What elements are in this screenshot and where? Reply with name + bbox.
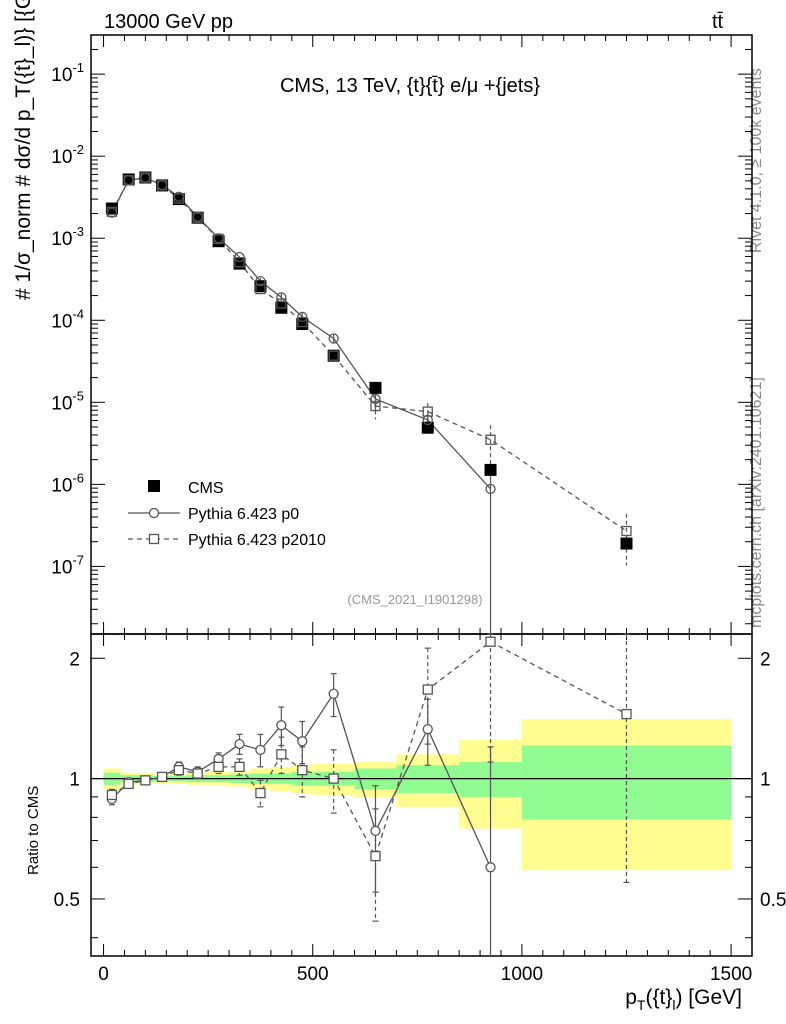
energy-label: 13000 GeV pp [104,11,233,33]
p2010-main-point [106,206,118,217]
p0-main-line [111,177,492,490]
ratio-series [106,633,632,956]
p0-ratio-point [234,738,245,750]
p2010-main-point [255,283,266,295]
rivet-version-label: Rivet 4.1.0, ≥ 100k events [748,68,765,253]
p2010-main-point [123,175,134,186]
y-tick-label: 10-6 [51,470,84,496]
analysis-tag: (CMS_2021_I1901298) [347,592,482,607]
p0-main-point [422,414,433,426]
y-tick-label: 10-5 [51,388,84,414]
p2010-ratio-point [123,778,134,790]
legend-cms-marker [148,480,160,492]
cms-data-point [369,381,382,394]
p0-main-point [328,333,339,344]
p2010-main-point [297,316,308,328]
p2010-ratio-point [297,764,308,776]
p0-main-point [255,275,266,287]
ratio-y-tick-label: 0.5 [54,890,80,911]
y-tick-label: 10-1 [51,60,84,86]
p2010-ratio-point [485,636,496,647]
p2010-ratio-point [173,764,185,776]
cms-data-point [172,193,185,206]
cms-data-point [421,421,434,434]
y-axis-ticks: 10-7 10-6 10-5 10-4 10-3 10-2 10-1 [51,48,752,625]
p2010-ratio-point [234,761,245,773]
p0-main-point [234,251,245,263]
x-axis-ticks: 0 500 1000 1500 [98,35,752,985]
chart-title: CMS, 13 TeV, {t}{t̄} e/μ +{jets} [280,75,540,97]
p2010-main-point [156,180,168,191]
x-tick-label: 0 [98,964,109,985]
p2010-ratio-point [106,789,118,801]
p2010-main-point [192,212,203,223]
p2010-ratio-point [156,771,168,783]
p2010-main-point [370,400,381,412]
p0-ratio-point [422,723,433,735]
y-tick-label: 10-3 [51,224,84,250]
legend-cms-label: CMS [188,480,224,497]
process-label: tt̄ [712,11,724,33]
p0-ratio-point [370,825,381,837]
y-tick-label: 10-4 [51,306,84,332]
ratio-y-tick-label-right: 0.5 [760,890,786,911]
legend-p0-marker [148,507,160,519]
ratio-y-tick-label: 1 [69,770,80,791]
ratio-y-axis-label: Ratio to CMS [25,786,42,875]
cms-data-point [327,349,340,362]
legend-p2010-label: Pythia 6.423 p2010 [188,532,326,549]
p0-ratio-point [297,736,308,747]
cms-data-point [212,235,225,248]
ratio-y-tick-label-right: 2 [760,649,771,670]
p2010-main-point [328,350,339,361]
p2010-ratio-point [255,787,266,799]
p2010-main-line [111,176,627,532]
p2010-ratio-point [213,761,224,773]
p2010-ratio-line [111,640,627,858]
p2010-ratio-point [328,773,339,784]
p0-ratio-point [276,720,287,731]
cms-data-point [620,537,633,550]
p2010-ratio-point [276,749,287,760]
legend-p2010-marker [148,533,160,545]
p0-ratio-point [328,688,339,699]
x-tick-label: 500 [297,964,329,985]
p2010-main-point [213,233,224,245]
legend: CMS Pythia 6.423 p0 Pythia 6.423 p2010 [128,480,326,549]
p2010-ratio-point [140,775,151,786]
y-tick-label: 10-2 [51,142,84,168]
p2010-ratio-point [370,850,381,862]
p0-main-point [370,393,381,405]
p2010-main-point [485,434,496,445]
p0-ratio-point [485,862,496,873]
x-axis-label: pT({t}l) [GeV] [625,986,742,1013]
p0-ratio-point [255,744,266,756]
p2010-ratio-point [192,768,203,779]
main-series [105,171,633,634]
p0-main-point [297,311,308,323]
p0-main-point [485,483,496,495]
x-tick-label: 1500 [710,964,752,985]
p2010-main-point [140,172,151,183]
y-tick-label: 10-7 [51,552,84,578]
p2010-main-point [173,193,185,204]
p2010-main-point [621,525,632,537]
ratio-y-tick-label: 2 [69,649,80,670]
y-axis-label: # 1/σ_norm # dσ/d p_T({t}_l)} [{GeV}^-1] [12,0,35,300]
cms-data-point [484,463,497,476]
p0-main-point [276,292,287,303]
ratio-y-axis-ticks: 0.5 0.5 1 1 2 2 [54,649,786,939]
x-tick-label: 1000 [501,964,543,985]
ratio-frame-border [90,633,753,957]
p2010-main-point [276,298,287,309]
p2010-main-point [234,257,245,268]
p2010-main-point [422,406,433,417]
ratio-y-tick-label-right: 1 [760,770,771,791]
p2010-ratio-point [621,708,632,720]
ratio-bands [103,718,732,871]
legend-p0-label: Pythia 6.423 p0 [188,506,299,523]
p2010-ratio-point [422,684,433,695]
